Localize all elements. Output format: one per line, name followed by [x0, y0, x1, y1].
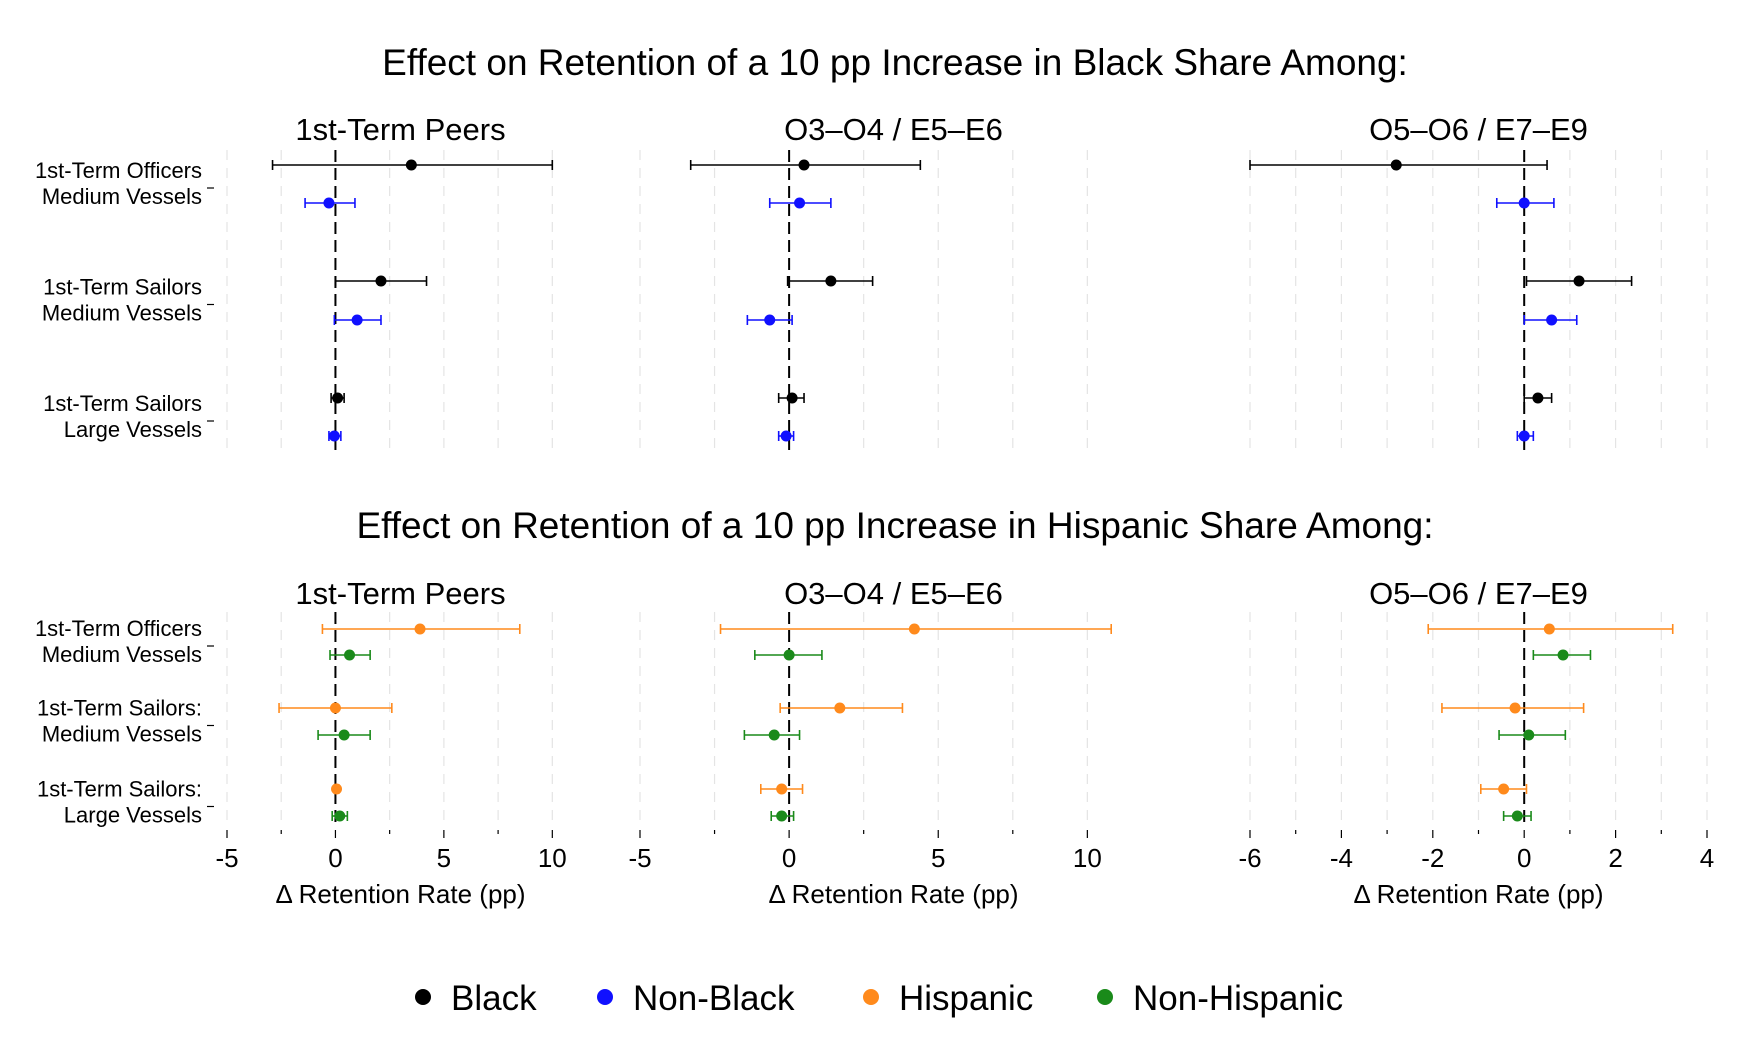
panel-title: O3–O4 / E5–E6 — [784, 112, 1003, 147]
point-estimate-non-black — [764, 314, 776, 326]
point-estimate-non-black — [323, 197, 335, 209]
category-label: 1st-Term Officers — [35, 158, 202, 183]
x-tick-label: 5 — [931, 843, 945, 873]
panel-title: O5–O6 / E7–E9 — [1369, 112, 1588, 147]
point-estimate-black — [825, 275, 837, 287]
point-estimate-hispanic — [1509, 702, 1521, 714]
point-estimate-non-black — [351, 314, 363, 326]
x-axis-label: Δ Retention Rate (pp) — [275, 879, 525, 909]
point-estimate-hispanic — [329, 702, 341, 714]
legend-marker — [863, 989, 879, 1005]
panel-6: O5–O6 / E7–E9 -6 -4 -2 0 2 4 Δ Retention Rate (… — [1238, 576, 1714, 909]
legend-label: Non-Black — [633, 979, 795, 1018]
point-estimate-non-hispanic — [768, 729, 780, 741]
panel-2: O3–O4 / E5–E6 — [639, 112, 1088, 450]
point-estimate-black — [1532, 392, 1544, 404]
point-estimate-hispanic — [414, 623, 426, 635]
point-estimate-black — [405, 159, 417, 171]
x-tick-label: 10 — [1073, 843, 1102, 873]
x-axis-label: Δ Retention Rate (pp) — [768, 879, 1018, 909]
category-label: 1st-Term Sailors: — [37, 696, 202, 721]
panel-title: O5–O6 / E7–E9 — [1369, 576, 1588, 611]
category-label: Medium Vessels — [42, 184, 202, 209]
x-tick-label: -5 — [215, 843, 238, 873]
legend-marker — [1097, 989, 1113, 1005]
x-tick-label: -4 — [1330, 843, 1353, 873]
legend-label: Non-Hispanic — [1133, 979, 1343, 1018]
legend-marker — [597, 989, 613, 1005]
point-estimate-black — [798, 159, 810, 171]
point-estimate-non-hispanic — [1511, 810, 1523, 822]
panel-title: 1st-Term Peers — [295, 112, 505, 147]
legend-label: Black — [451, 979, 537, 1018]
x-tick-label: 4 — [1700, 843, 1714, 873]
point-estimate-hispanic — [1498, 783, 1510, 795]
point-estimate-non-hispanic — [1523, 729, 1535, 741]
point-estimate-hispanic — [908, 623, 920, 635]
category-label: Medium Vessels — [42, 722, 202, 747]
point-estimate-hispanic — [331, 783, 343, 795]
category-label: Large Vessels — [64, 803, 202, 828]
point-estimate-non-black — [1518, 430, 1530, 442]
category-label: Large Vessels — [64, 417, 202, 442]
point-estimate-non-hispanic — [338, 729, 350, 741]
point-estimate-non-hispanic — [344, 649, 356, 661]
point-estimate-black — [1573, 275, 1585, 287]
point-estimate-black — [375, 275, 387, 287]
point-estimate-non-hispanic — [783, 649, 795, 661]
x-tick-label: 2 — [1608, 843, 1622, 873]
x-tick-label: -5 — [628, 843, 651, 873]
x-tick-label: 10 — [538, 843, 567, 873]
point-estimate-non-black — [794, 197, 806, 209]
point-estimate-non-hispanic — [334, 810, 346, 822]
black-share-row-title: Effect on Retention of a 10 pp Increase … — [382, 42, 1408, 83]
point-estimate-non-hispanic — [1557, 649, 1569, 661]
point-estimate-black — [332, 392, 344, 404]
point-estimate-non-black — [328, 430, 340, 442]
category-label: Medium Vessels — [42, 301, 202, 326]
legend-item-non-hispanic: Non-Hispanic — [1097, 979, 1343, 1018]
category-label: 1st-Term Sailors: — [37, 777, 202, 802]
panel-title: O3–O4 / E5–E6 — [784, 576, 1003, 611]
category-label: Medium Vessels — [42, 642, 202, 667]
point-estimate-hispanic — [834, 702, 846, 714]
x-tick-label: -2 — [1421, 843, 1444, 873]
point-estimate-non-black — [1546, 314, 1558, 326]
legend-item-hispanic: Hispanic — [863, 979, 1033, 1018]
x-axis-label: Δ Retention Rate (pp) — [1353, 879, 1603, 909]
point-estimate-non-black — [780, 430, 792, 442]
x-tick-label: 0 — [782, 843, 796, 873]
panel-title: 1st-Term Peers — [295, 576, 505, 611]
category-label: 1st-Term Sailors — [43, 391, 202, 416]
legend-marker — [415, 989, 431, 1005]
category-label: 1st-Term Sailors — [43, 275, 202, 300]
panel-3: O5–O6 / E7–E9 — [1249, 112, 1708, 450]
point-estimate-hispanic — [776, 783, 788, 795]
legend-label: Hispanic — [899, 979, 1033, 1018]
point-estimate-non-hispanic — [776, 810, 788, 822]
point-estimate-black — [1390, 159, 1402, 171]
x-tick-label: 5 — [437, 843, 451, 873]
legend: Black Non-Black Hispanic Non-Hispanic — [415, 979, 1343, 1018]
x-tick-label: -6 — [1238, 843, 1261, 873]
point-estimate-non-black — [1518, 197, 1530, 209]
legend-item-non-black: Non-Black — [597, 979, 795, 1018]
panel-5: O3–O4 / E5–E6 -5 0 5 10 Δ Retention Rate (pp) — [628, 576, 1113, 909]
point-estimate-black — [786, 392, 798, 404]
x-tick-label: 0 — [328, 843, 342, 873]
hispanic-share-row-title: Effect on Retention of a 10 pp Increase … — [356, 505, 1433, 546]
legend-item-black: Black — [415, 979, 537, 1018]
point-estimate-hispanic — [1543, 623, 1555, 635]
category-label: 1st-Term Officers — [35, 616, 202, 641]
x-tick-label: 0 — [1517, 843, 1531, 873]
